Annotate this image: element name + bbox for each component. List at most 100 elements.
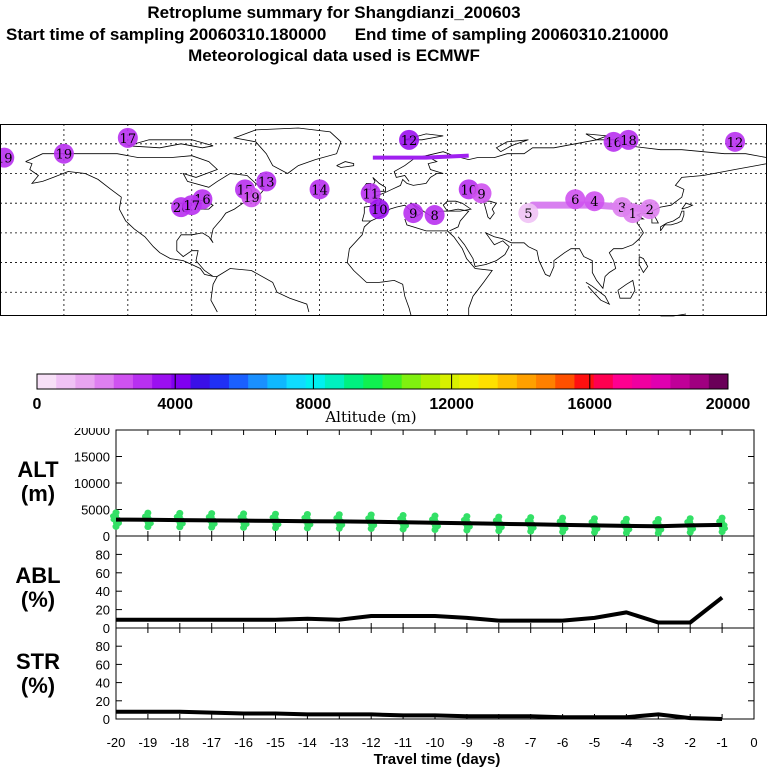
chart-title: Retroplume summary for Shangdianzi_20060… <box>147 3 521 22</box>
colorbar-cell <box>248 374 268 389</box>
cluster-label: 9 <box>477 187 485 202</box>
colorbar-cell <box>651 374 671 389</box>
colorbar-tick-label: 0 <box>33 396 42 413</box>
altitude-colorbar: 0 4000 8000 12000 16000 20000 Altitude (m) <box>33 373 750 426</box>
altitude-dot <box>144 523 152 531</box>
coastline <box>210 276 218 313</box>
abl-panel-label: ABL (%) <box>10 564 66 612</box>
colorbar-cell <box>94 374 115 389</box>
cluster-label: 3 <box>618 201 626 216</box>
coastline <box>495 139 529 153</box>
alt-unit: (m) <box>20 481 56 506</box>
colorbar-tick-label: 16000 <box>568 396 613 413</box>
y-tick-label: 20 <box>96 694 110 709</box>
coastline <box>118 197 214 277</box>
coastline <box>217 268 310 313</box>
coastline <box>127 139 214 149</box>
cluster-marker <box>0 147 15 168</box>
x-tick-label: 0 <box>750 735 757 750</box>
map-frame <box>0 124 767 316</box>
cluster-marker <box>725 131 746 152</box>
cluster-marker <box>584 191 605 212</box>
colorbar-tick-label: 8000 <box>296 396 332 413</box>
x-tick-label: -14 <box>298 735 317 750</box>
cluster-label: 19 <box>243 191 260 206</box>
colorbar-cell <box>689 374 710 389</box>
coastline <box>426 139 768 161</box>
cluster-label: 6 <box>571 193 579 208</box>
x-tick-label: -11 <box>394 735 412 750</box>
cluster-marker <box>309 179 330 200</box>
cluster-label: 2 <box>646 203 654 218</box>
end-time-label: End time of sampling 20060310.210000 <box>354 25 669 44</box>
cluster-marker <box>53 143 74 164</box>
coastline <box>336 161 355 168</box>
cluster-marker <box>639 199 660 220</box>
altitude-dot <box>176 523 184 531</box>
coastline <box>585 282 611 305</box>
cluster-label: 18 <box>620 134 637 149</box>
colorbar-cell <box>516 374 537 389</box>
altitude-dot <box>527 528 535 535</box>
cluster-marker <box>360 183 381 204</box>
x-tick-label: -13 <box>330 735 349 750</box>
colorbar-cell <box>190 374 211 389</box>
coastline <box>361 155 444 222</box>
abl-unit: (%) <box>20 587 56 612</box>
coastline <box>457 163 768 290</box>
coastline <box>361 182 372 190</box>
coastline <box>25 153 265 277</box>
start-time-label: Start time of sampling 20060310.180000 <box>6 25 327 44</box>
colorbar-cell <box>37 374 57 389</box>
y-tick-label: 80 <box>96 639 110 654</box>
cluster-label: 19 <box>0 152 13 167</box>
altitude-dot <box>718 528 726 536</box>
colorbar-cell <box>344 374 364 389</box>
y-tick-label: 40 <box>96 676 110 691</box>
cluster-label: 4 <box>590 195 598 210</box>
alt-name: ALT <box>17 457 59 482</box>
coastline <box>372 177 387 194</box>
altitude-dot <box>208 524 216 531</box>
cluster-marker <box>612 197 633 218</box>
cluster-marker <box>181 195 202 216</box>
x-tick-label: -1 <box>716 735 728 750</box>
y-tick-label: 0 <box>103 529 110 544</box>
met-data-label: Meteorological data used is ECMWF <box>188 46 480 65</box>
x-tick-label: -15 <box>266 735 285 750</box>
coastline <box>660 313 687 317</box>
altitude-dot <box>112 523 120 530</box>
cluster-label: 11 <box>362 187 379 202</box>
cluster-label: 12 <box>727 136 744 151</box>
coastline <box>660 210 685 232</box>
cluster-marker <box>117 127 138 148</box>
x-tick-label: -18 <box>170 735 189 750</box>
altitude-dot <box>654 529 662 537</box>
colorbar-cell <box>497 374 518 389</box>
str-series-line <box>116 709 723 721</box>
cluster-marker <box>192 189 213 210</box>
colorbar-cell <box>113 374 134 389</box>
plume-track <box>372 153 469 160</box>
cluster-label: 10 <box>371 203 388 218</box>
altitude-dot <box>335 525 343 532</box>
altitude-dot <box>495 527 503 535</box>
colorbar-cells <box>36 373 729 390</box>
colorbar-tick-label: 12000 <box>429 396 474 413</box>
colorbar-cell <box>363 374 383 389</box>
x-tick-label: -19 <box>139 735 158 750</box>
abl-name: ABL <box>15 563 61 588</box>
cluster-marker <box>622 203 643 224</box>
panel-ticks: 20000 15000 10000 5000 0 80 60 40 20 0 80 60 40 20 0 -2… <box>74 428 758 750</box>
map-coastlines <box>25 127 768 317</box>
cluster-marker <box>399 129 420 150</box>
cluster-marker <box>618 129 639 150</box>
colorbar-cell <box>171 374 192 389</box>
cluster-label: 5 <box>524 207 532 222</box>
colorbar-cell <box>132 374 153 389</box>
coastline <box>346 220 412 317</box>
cluster-marker <box>256 171 277 192</box>
cluster-label: 9 <box>409 207 417 222</box>
coastline <box>404 133 444 141</box>
altitude-dot <box>622 529 630 537</box>
